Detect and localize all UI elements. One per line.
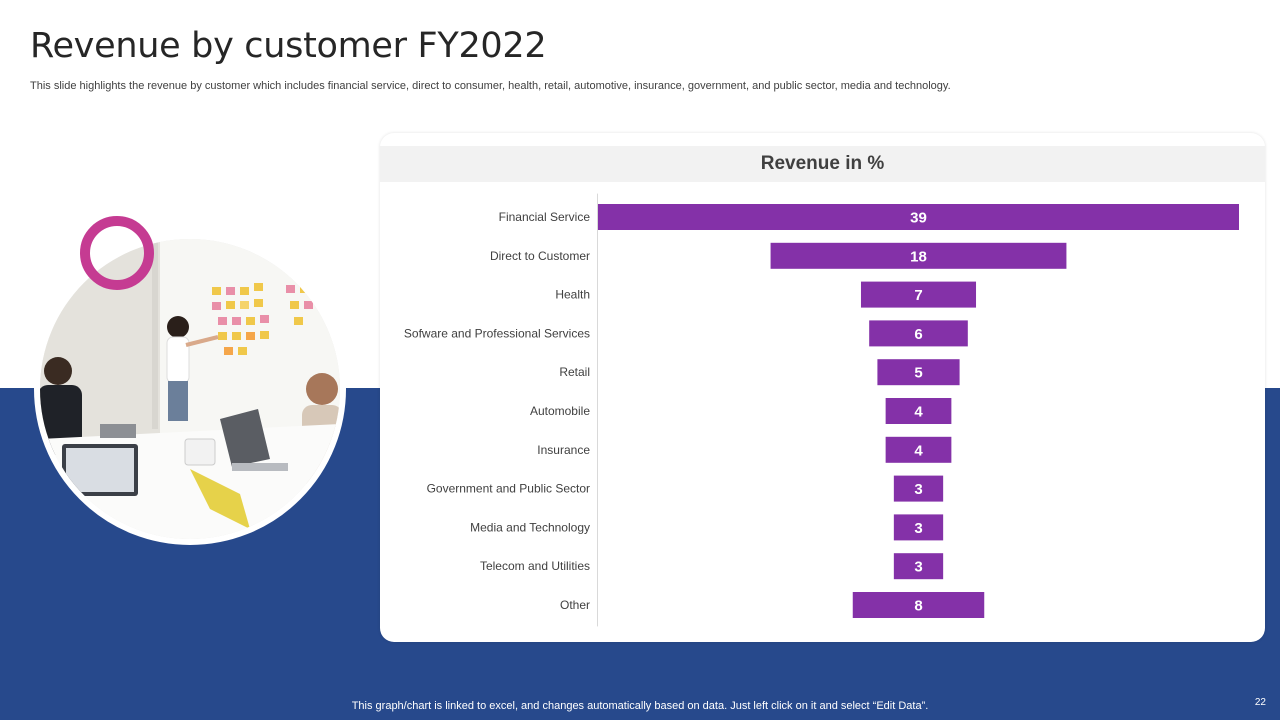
bar[interactable] <box>885 398 952 424</box>
bar[interactable] <box>770 242 1067 269</box>
category-label: Media and Technology <box>470 520 590 534</box>
bar[interactable] <box>598 204 1239 230</box>
data-label: 4 <box>914 404 923 421</box>
category-label: Direct to Customer <box>490 249 590 263</box>
bar[interactable] <box>893 553 944 580</box>
category-label: Insurance <box>537 443 590 457</box>
data-label: 5 <box>914 365 922 382</box>
bar[interactable] <box>869 320 968 347</box>
data-label: 3 <box>914 481 922 498</box>
data-label: 3 <box>914 520 922 537</box>
data-label: 6 <box>914 326 922 343</box>
bar[interactable] <box>893 475 944 502</box>
bar[interactable] <box>885 436 952 463</box>
data-label: 4 <box>914 442 923 459</box>
chart-title: Revenue in % <box>380 146 1265 182</box>
category-label: Health <box>555 288 590 302</box>
category-label: Government and Public Sector <box>427 482 590 496</box>
category-label: Retail <box>559 365 590 379</box>
bar[interactable] <box>860 281 977 308</box>
category-label: Other <box>560 598 590 612</box>
data-label: 7 <box>914 287 922 304</box>
category-label: Automobile <box>530 404 590 418</box>
office-meeting-photo-icon <box>40 239 340 539</box>
data-label: 3 <box>914 559 922 576</box>
data-label: 18 <box>910 248 927 265</box>
data-label: 8 <box>914 598 922 615</box>
accent-ring <box>80 216 154 290</box>
meeting-photo <box>34 233 346 545</box>
category-label: Telecom and Utilities <box>480 559 590 573</box>
category-label: Financial Service <box>499 210 591 224</box>
bar[interactable] <box>877 359 960 386</box>
bar[interactable] <box>852 592 985 618</box>
bars-group: Financial Service 39 Direct to Customer 18 H… <box>404 204 1239 618</box>
page-subtitle: This slide highlights the revenue by cus… <box>30 80 951 92</box>
revenue-bar-chart: Financial Service 39 Direct to Customer 18 H… <box>404 193 1239 627</box>
page-title: Revenue by customer FY2022 <box>30 26 547 66</box>
page-number: 22 <box>1254 697 1266 708</box>
chart-card: Revenue in % Financial Service 39 Direct t… <box>380 133 1265 642</box>
footer-note: This graph/chart is linked to excel, and… <box>351 700 929 712</box>
bar[interactable] <box>893 514 944 541</box>
category-label: Sofware and Professional Services <box>404 326 590 340</box>
data-label: 39 <box>910 210 927 227</box>
